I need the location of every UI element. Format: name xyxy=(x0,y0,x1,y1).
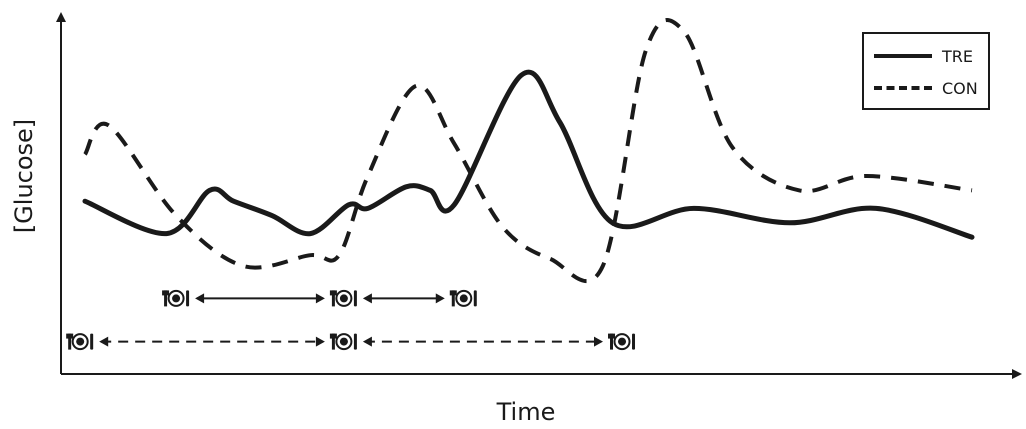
arrowhead-left xyxy=(362,293,372,304)
meal-plate-icon xyxy=(449,289,477,307)
y-axis-label: [Glucose] xyxy=(10,118,38,234)
meal-plate-icon xyxy=(162,289,190,307)
arrowhead-left xyxy=(362,336,372,347)
legend-item-tre: TRE xyxy=(874,44,973,68)
arrowhead-right xyxy=(594,336,604,347)
legend-label-con: CON xyxy=(942,78,978,98)
arrowhead-right xyxy=(315,336,325,347)
meal-plate-icon xyxy=(66,333,94,351)
meal-plate-icon xyxy=(608,333,636,351)
arrowhead-left xyxy=(99,336,109,347)
legend: TRE CON xyxy=(862,32,990,110)
arrowhead-left xyxy=(195,293,205,304)
legend-item-con: CON xyxy=(874,76,978,100)
x-axis-arrow xyxy=(1012,369,1022,379)
y-axis-arrow xyxy=(56,12,66,22)
arrowhead-right xyxy=(315,293,325,304)
meal-plate-icon xyxy=(329,289,357,307)
series-line-con xyxy=(83,18,973,284)
legend-swatch-dashed xyxy=(874,86,932,90)
legend-swatch-solid xyxy=(874,54,932,58)
x-axis-label: Time xyxy=(496,398,556,426)
series-line-tre xyxy=(82,69,975,240)
meal-plate-icon xyxy=(329,333,357,351)
arrowhead-right xyxy=(435,293,445,304)
legend-label-tre: TRE xyxy=(942,46,973,66)
